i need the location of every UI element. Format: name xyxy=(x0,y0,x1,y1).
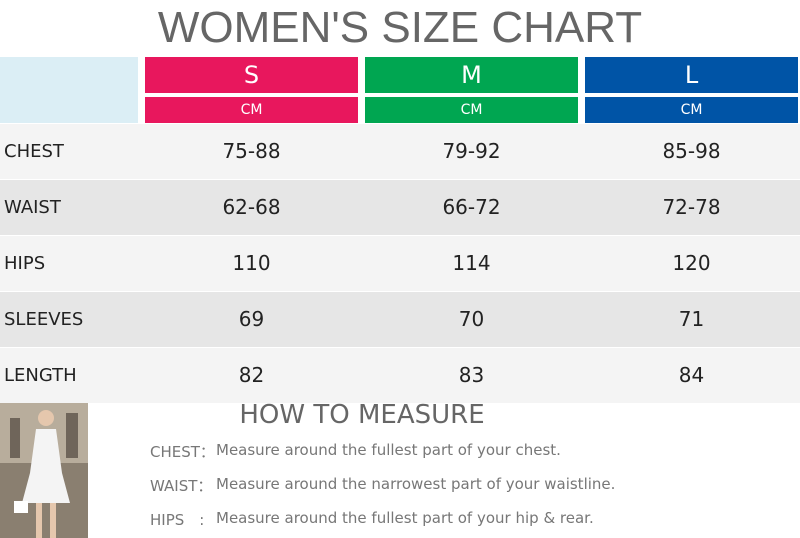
model-photo xyxy=(0,403,88,538)
measure-text: Measure around the fullest part of your … xyxy=(216,441,561,459)
measure-label: WAIST： xyxy=(150,477,213,495)
title: WOMEN'S SIZE CHART xyxy=(157,3,643,52)
table-row xyxy=(0,292,800,347)
size-value: 66-72 xyxy=(442,195,501,219)
measure-label: CHEST： xyxy=(150,443,215,461)
size-header: M xyxy=(365,57,578,93)
measure-text: Measure around the narrowest part of you… xyxy=(216,475,616,493)
row-label: HIPS xyxy=(4,253,46,274)
size-value: 114 xyxy=(452,251,491,275)
row-label: LENGTH xyxy=(4,365,77,386)
unit-header: CM xyxy=(145,97,358,123)
size-header: L xyxy=(585,57,798,93)
table-row xyxy=(0,236,800,291)
table-row xyxy=(0,180,800,235)
header-blank xyxy=(0,57,138,123)
size-value: 79-92 xyxy=(442,139,501,163)
size-value: 69 xyxy=(238,307,265,331)
unit-header: CM xyxy=(585,97,798,123)
size-value: 120 xyxy=(672,251,711,275)
size-value: 75-88 xyxy=(222,139,281,163)
unit-header: CM xyxy=(365,97,578,123)
size-value: 72-78 xyxy=(662,195,721,219)
measure-label: HIPS : xyxy=(150,511,205,529)
row-label: WAIST xyxy=(4,197,61,218)
size-value: 82 xyxy=(238,363,265,387)
table-row xyxy=(0,348,800,403)
size-value: 70 xyxy=(458,307,485,331)
size-value: 71 xyxy=(678,307,705,331)
size-value: 85-98 xyxy=(662,139,721,163)
table-row xyxy=(0,124,800,179)
size-value: 84 xyxy=(678,363,705,387)
measure-title: HOW TO MEASURE xyxy=(239,400,485,430)
size-value: 83 xyxy=(458,363,485,387)
row-label: SLEEVES xyxy=(4,309,84,330)
size-value: 110 xyxy=(232,251,271,275)
size-value: 62-68 xyxy=(222,195,281,219)
measure-text: Measure around the fullest part of your … xyxy=(216,509,594,527)
row-label: CHEST xyxy=(4,141,64,162)
size-header: S xyxy=(145,57,358,93)
